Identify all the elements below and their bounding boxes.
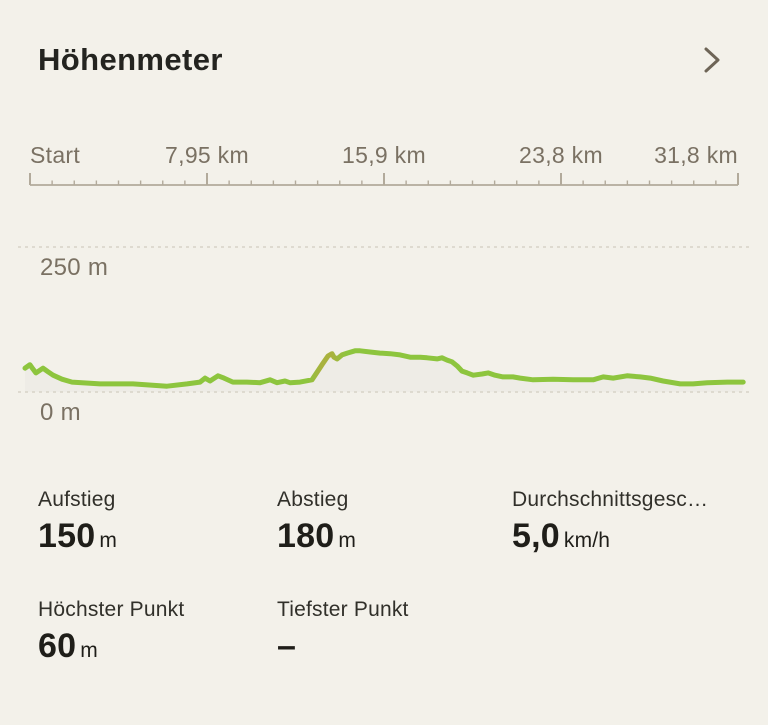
stat-label: Abstieg bbox=[277, 488, 349, 511]
stat-label: Aufstieg bbox=[38, 488, 116, 511]
axis-tick-label: 15,9 km bbox=[342, 142, 426, 168]
stat-value: – bbox=[277, 627, 297, 665]
elevation-chart[interactable]: 250 m 0 m bbox=[0, 230, 768, 430]
stat-label: Tiefster Punkt bbox=[277, 598, 409, 621]
stat-value: 180 m bbox=[277, 517, 357, 555]
stat-value: 60 m bbox=[38, 627, 98, 665]
stats-row-2: Höchster Punkt 60 m Tiefster Punkt – bbox=[38, 597, 750, 670]
axis-tick-label: Start bbox=[30, 142, 80, 168]
stats-row-1: Aufstieg 150 m Abstieg 180 m Durchschnitts… bbox=[38, 487, 750, 560]
gridline-label: 0 m bbox=[40, 399, 81, 426]
gridline-label: 250 m bbox=[40, 254, 108, 281]
axis-tick-label: 23,8 km bbox=[519, 142, 603, 168]
axis-tick-label: 7,95 km bbox=[165, 142, 249, 168]
stat-lowest-point: Tiefster Punkt – bbox=[277, 597, 512, 670]
stat-unit: m bbox=[338, 529, 357, 552]
stat-unit: km/h bbox=[563, 529, 611, 552]
stat-value: 5,0 km/h bbox=[512, 517, 611, 555]
stat-label: Höchster Punkt bbox=[38, 598, 185, 621]
stat-average-speed: Durchschnittsgesc… 5,0 km/h bbox=[512, 487, 750, 560]
elevation-header[interactable]: Höhenmeter bbox=[0, 0, 768, 100]
stat-unit: m bbox=[99, 529, 118, 552]
elevation-line bbox=[22, 348, 746, 389]
stat-highest-point: Höchster Punkt 60 m bbox=[38, 597, 277, 670]
page-title: Höhenmeter bbox=[38, 42, 223, 77]
stat-label: Durchschnittsgesc… bbox=[512, 488, 709, 511]
stat-value: 150 m bbox=[38, 517, 118, 555]
distance-axis-ruler: Start 7,95 km 15,9 km 23,8 km 31,8 km bbox=[29, 142, 739, 186]
stat-ascent: Aufstieg 150 m bbox=[38, 487, 277, 560]
axis-tick-label: 31,8 km bbox=[654, 142, 738, 168]
stat-descent: Abstieg 180 m bbox=[277, 487, 512, 560]
stat-unit: m bbox=[80, 639, 98, 662]
chevron-right-icon[interactable] bbox=[699, 46, 725, 74]
